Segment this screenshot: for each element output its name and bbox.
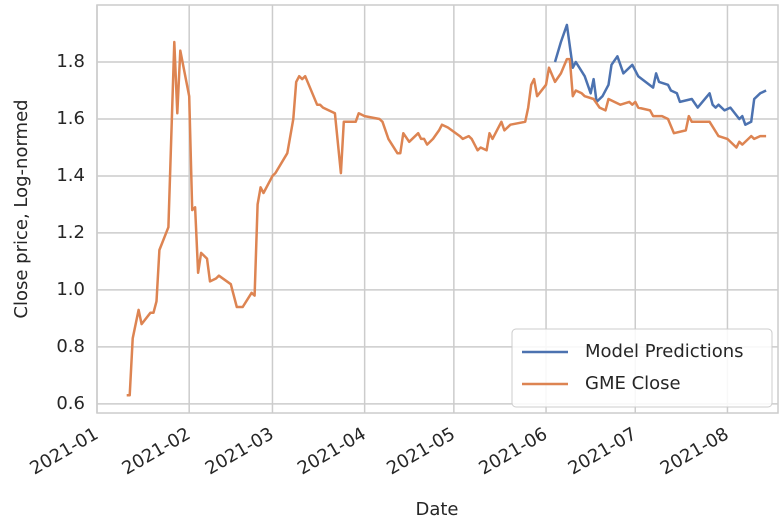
line-series	[126, 40, 767, 397]
x-tick-label: 2021-07	[565, 423, 641, 479]
x-tick-label: 2021-08	[657, 423, 733, 479]
legend-box	[511, 328, 773, 408]
y-tick-label: 1.8	[56, 51, 85, 72]
x-tick-label: 2021-03	[202, 423, 278, 479]
x-tick-label: 2021-05	[383, 423, 459, 479]
y-tick-label: 1.2	[56, 222, 85, 243]
x-axis-label: Date	[415, 499, 458, 520]
y-tick-label: 1.6	[56, 108, 85, 129]
legend-label: GME Close	[585, 373, 681, 394]
x-tick-label: 2021-06	[475, 423, 551, 479]
x-tick-label: 2021-01	[26, 423, 102, 479]
y-tick-label: 1.0	[56, 279, 85, 300]
line-series	[553, 23, 767, 126]
x-tick-label: 2021-02	[119, 423, 195, 479]
legend: Model Predictions GME Close	[511, 328, 773, 408]
y-tick-label: 0.6	[56, 393, 85, 414]
y-axis-label: Close price, Log-normed	[11, 99, 32, 318]
legend-label: Model Predictions	[585, 341, 744, 362]
y-tick-label: 1.4	[56, 165, 85, 186]
y-tick-label: 0.8	[56, 336, 85, 357]
x-tick-label: 2021-04	[294, 423, 370, 479]
plot-frame	[96, 4, 779, 414]
